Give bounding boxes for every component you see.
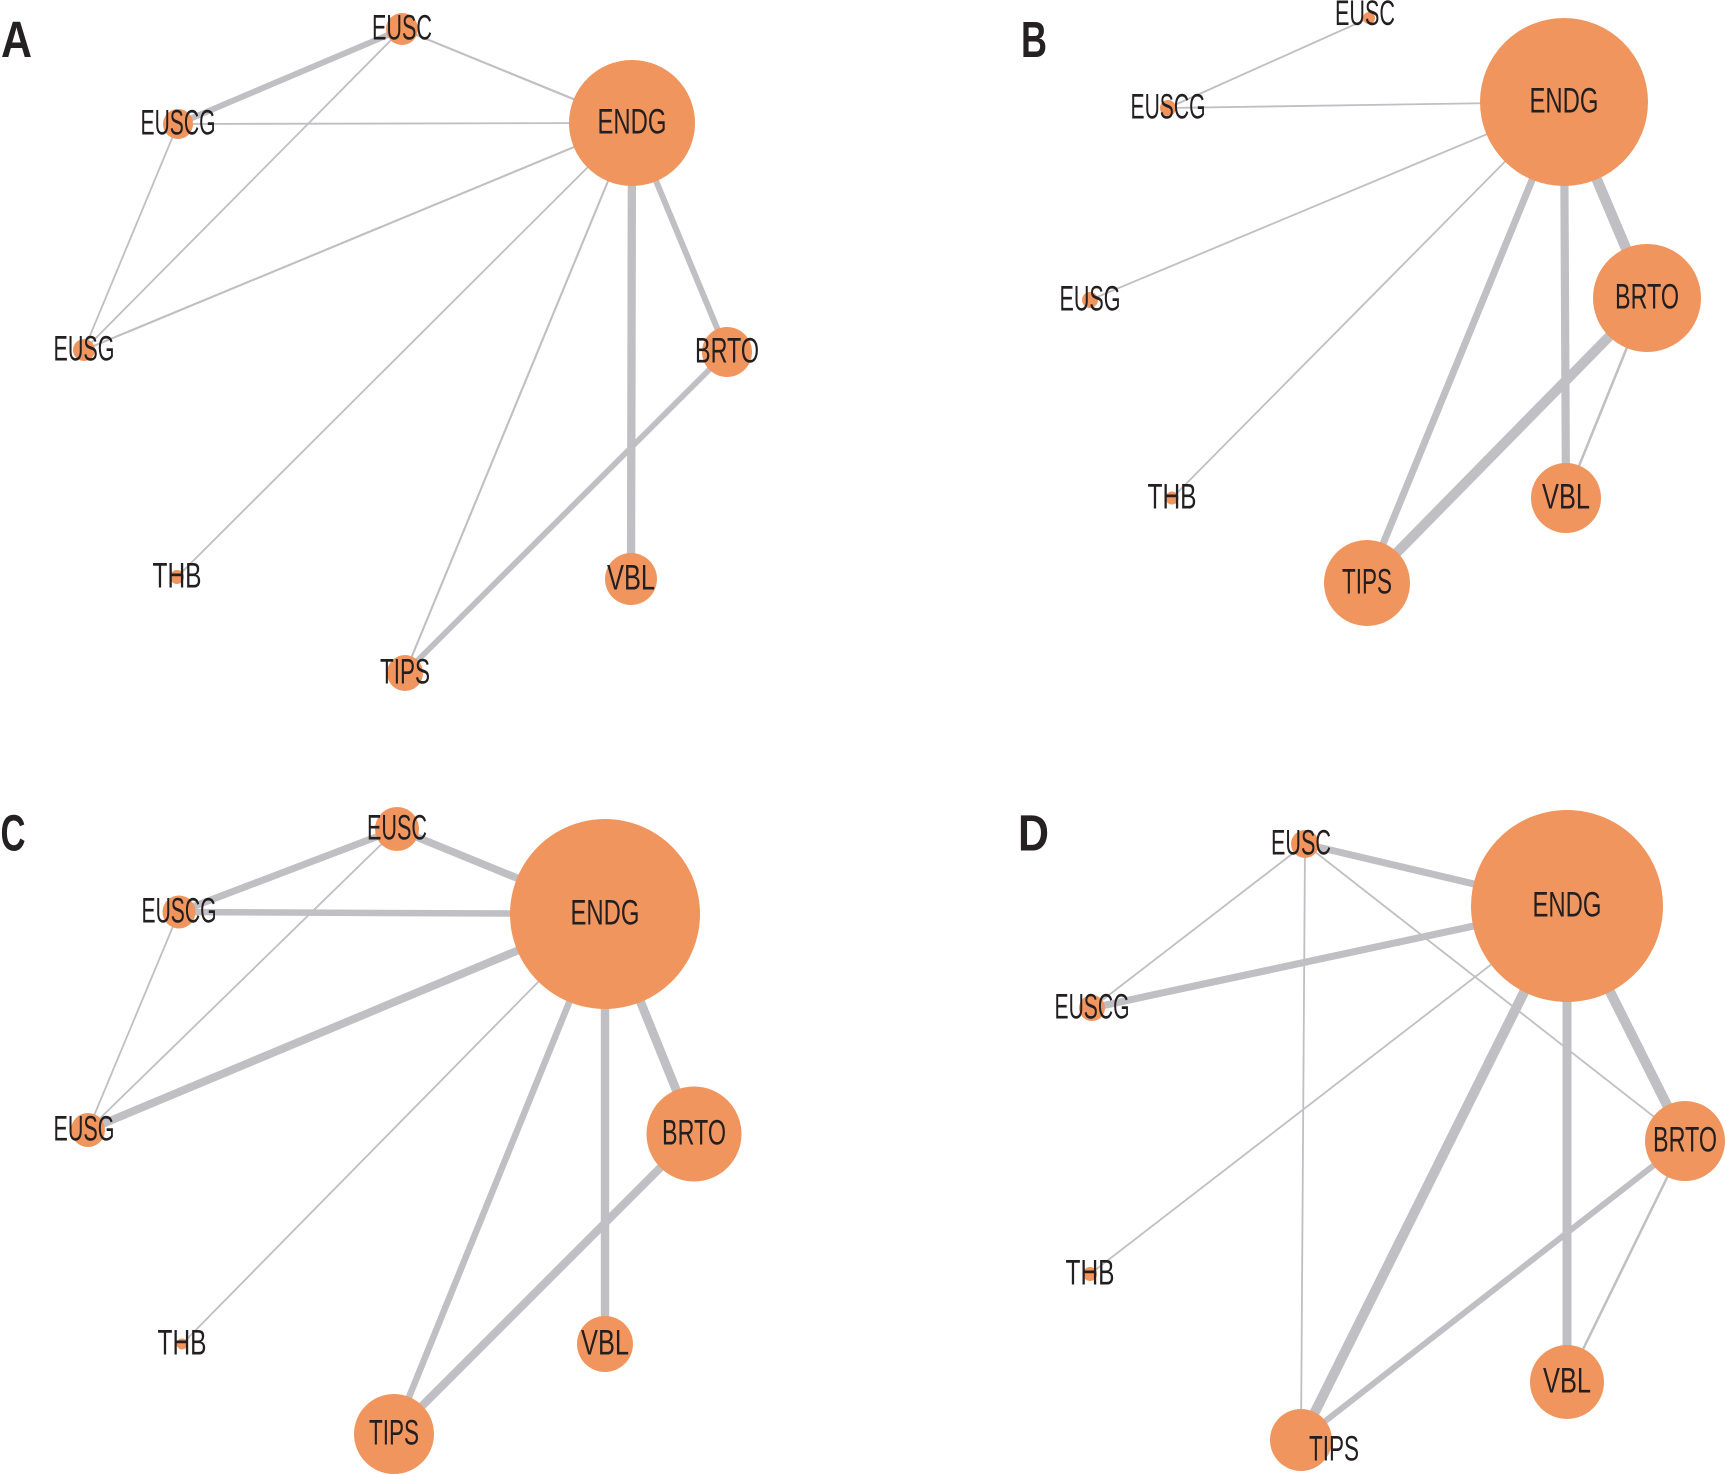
- svg-text:VBL: VBL: [581, 1324, 629, 1363]
- svg-text:EUSG: EUSG: [54, 1110, 115, 1149]
- svg-text:VBL: VBL: [1542, 478, 1590, 517]
- svg-text:EUSC: EUSC: [367, 809, 427, 848]
- svg-text:B: B: [1021, 11, 1047, 68]
- svg-text:C: C: [1, 805, 26, 862]
- svg-text:TIPS: TIPS: [1309, 1430, 1359, 1469]
- svg-text:THB: THB: [158, 1324, 207, 1363]
- svg-text:TIPS: TIPS: [380, 653, 430, 692]
- svg-text:VBL: VBL: [607, 559, 655, 598]
- svg-text:TIPS: TIPS: [369, 1414, 419, 1453]
- svg-text:BRTO: BRTO: [1653, 1121, 1717, 1160]
- svg-text:ENDG: ENDG: [598, 103, 667, 142]
- svg-text:D: D: [1018, 805, 1049, 862]
- svg-text:VBL: VBL: [1543, 1362, 1591, 1401]
- svg-text:EUSCG: EUSCG: [142, 892, 217, 931]
- svg-text:ENDG: ENDG: [571, 894, 640, 933]
- svg-text:EUSG: EUSG: [54, 330, 115, 369]
- svg-text:EUSCG: EUSCG: [1131, 88, 1206, 127]
- svg-text:BRTO: BRTO: [695, 332, 759, 371]
- svg-text:THB: THB: [1148, 478, 1197, 517]
- svg-text:EUSC: EUSC: [1335, 0, 1395, 33]
- svg-text:TIPS: TIPS: [1342, 563, 1392, 602]
- svg-text:EUSC: EUSC: [1271, 824, 1331, 863]
- svg-text:EUSG: EUSG: [1060, 280, 1121, 319]
- svg-text:EUSC: EUSC: [372, 9, 432, 48]
- svg-text:THB: THB: [1066, 1254, 1115, 1293]
- svg-text:BRTO: BRTO: [662, 1114, 726, 1153]
- svg-text:EUSCG: EUSCG: [1055, 988, 1130, 1027]
- svg-text:A: A: [1, 11, 32, 68]
- svg-text:ENDG: ENDG: [1533, 886, 1602, 925]
- svg-text:ENDG: ENDG: [1530, 82, 1599, 121]
- svg-text:EUSCG: EUSCG: [141, 104, 216, 143]
- svg-text:THB: THB: [153, 557, 202, 596]
- svg-text:BRTO: BRTO: [1615, 278, 1679, 317]
